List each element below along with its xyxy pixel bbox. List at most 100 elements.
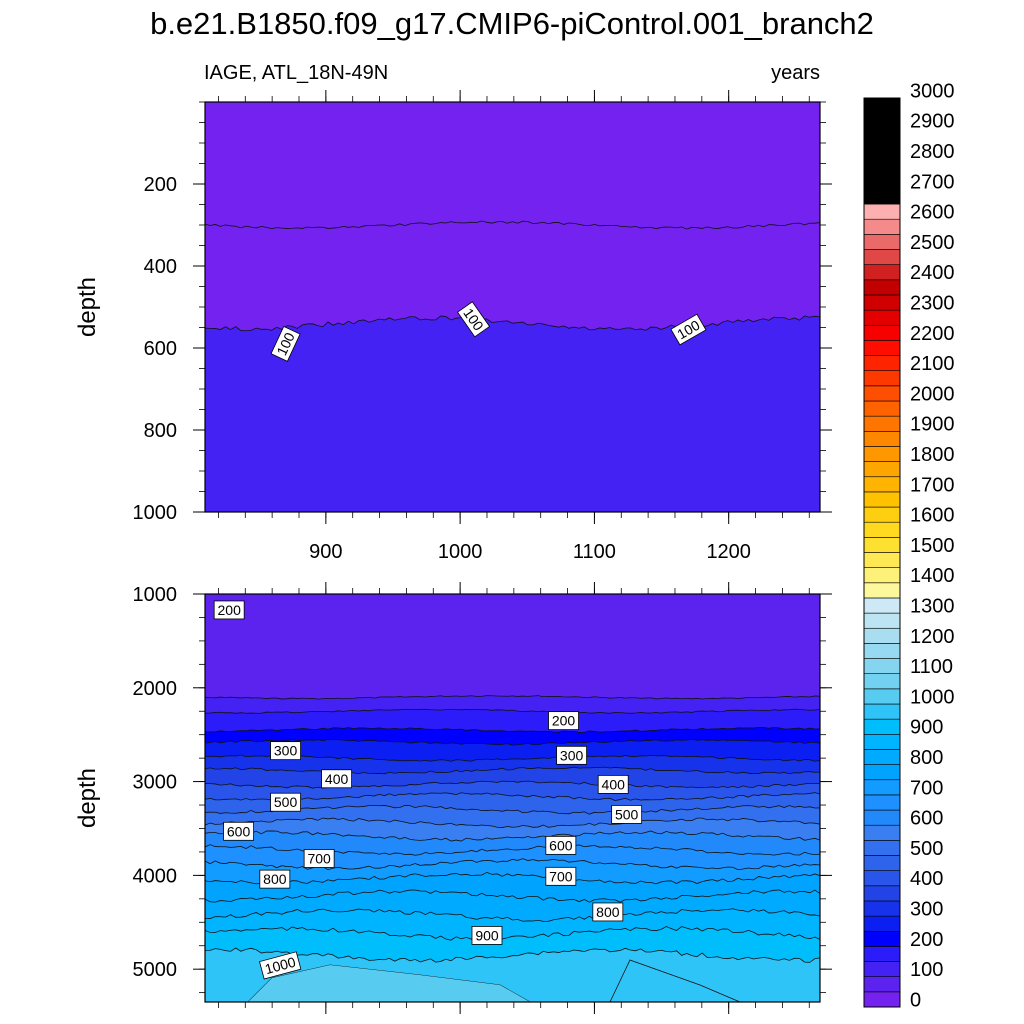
colorbar-segment [863, 415, 901, 432]
colorbar-label: 400 [910, 868, 943, 890]
colorbar-segment [863, 370, 901, 387]
contour-band [205, 805, 820, 828]
variable-label: IAGE, ATL_18N-49N [204, 62, 389, 84]
contour-line-100 [204, 695, 821, 700]
contour-label-box [611, 805, 643, 824]
colorbar-segment [863, 961, 901, 977]
y-tick-label: 800 [144, 420, 177, 442]
colorbar-segment [863, 597, 901, 614]
contour-label-box [592, 902, 624, 922]
colorbar-label: 2800 [910, 141, 955, 163]
contour-label-box [321, 769, 352, 789]
contour-band [205, 926, 820, 963]
colorbar-segment [863, 476, 901, 493]
y-tick-label: 1000 [133, 502, 178, 524]
colorbar-segment [863, 794, 901, 811]
y-tick-label: 4000 [133, 865, 178, 887]
contour-band [205, 872, 820, 903]
x-tick-label: 1200 [706, 541, 751, 563]
colorbar-segment [863, 188, 901, 205]
contour-label-text: 300 [560, 747, 584, 763]
colorbar-label: 2600 [910, 202, 955, 224]
colorbar-label: 1200 [910, 626, 955, 648]
contour-label: 500 [611, 805, 643, 824]
contour-label-box [545, 866, 577, 886]
contour-band [205, 709, 820, 733]
colorbar-segment [863, 855, 901, 871]
contour-line-400 [204, 780, 821, 789]
contour-label: 700 [303, 849, 335, 868]
colorbar-segment [863, 112, 901, 129]
contour-label: 200 [213, 600, 245, 620]
contour-label-box [259, 951, 302, 980]
contour-label-text: 600 [549, 837, 573, 853]
contour-line-900 [204, 926, 821, 941]
contour-label: 900 [471, 926, 503, 945]
contour-label-box [548, 711, 579, 731]
contour-band [205, 220, 820, 331]
contour-band [205, 818, 820, 842]
colorbar-label: 700 [910, 777, 943, 799]
colorbar-segment [863, 158, 901, 175]
contour-label-text: 600 [227, 823, 251, 839]
colorbar-segment [863, 809, 901, 826]
contour-label: 500 [270, 792, 301, 812]
contour-label-text: 700 [549, 868, 573, 884]
contour-band [205, 781, 820, 801]
colorbar-label: 2700 [910, 171, 955, 193]
contour-band [205, 739, 820, 762]
colorbar-segment [863, 400, 901, 417]
contour-band [205, 767, 820, 789]
contour-line-600 [204, 830, 821, 842]
contour-band [205, 844, 820, 870]
colorbar-segment [863, 97, 901, 114]
contour-label-box [223, 821, 254, 841]
contour-line-300 [204, 754, 821, 762]
contour-label-box [270, 792, 301, 812]
colorbar-segment [863, 537, 901, 553]
colorbar-label: 2000 [910, 383, 955, 405]
colorbar-segment [863, 976, 901, 993]
contour-label: 400 [321, 769, 352, 789]
contour-label: 1000 [259, 951, 302, 980]
colorbar-label: 900 [910, 717, 943, 739]
contour-band [205, 908, 820, 941]
colorbar-segment [863, 779, 901, 796]
colorbar-label: 500 [910, 838, 943, 860]
contour-label: 700 [545, 866, 577, 886]
colorbar-segment [863, 218, 901, 235]
colorbar-segment [863, 506, 901, 523]
y-axis-title: depth [74, 768, 101, 828]
contour-label: 200 [548, 711, 579, 731]
y-tick-label: 3000 [133, 772, 178, 794]
colorbar-segment [863, 203, 901, 220]
contour-label-box [303, 849, 335, 868]
contour-label-text: 400 [325, 771, 349, 787]
y-tick-label: 400 [144, 256, 177, 278]
contour-label: 800 [592, 902, 624, 922]
colorbar-label: 1300 [910, 596, 955, 618]
contour-label-box [545, 835, 577, 855]
plot-frame [204, 593, 821, 1003]
colorbar-label: 2500 [910, 232, 955, 254]
y-tick-label: 600 [144, 338, 177, 360]
contour-label-box [670, 313, 707, 346]
chart-title: b.e21.B1850.f09_g17.CMIP6-piControl.001_… [150, 6, 874, 41]
colorbar-label: 600 [910, 808, 943, 830]
colorbar-label: 1100 [910, 656, 953, 678]
contour-label-text: 500 [615, 806, 639, 822]
contour-line-950 [204, 947, 821, 963]
colorbar-segment [863, 733, 901, 750]
colorbar-segment [863, 279, 901, 296]
colorbar-segment [863, 688, 901, 705]
contour-label: 300 [270, 741, 301, 761]
colorbar-label: 1800 [910, 444, 955, 466]
colorbar-segment [863, 355, 901, 371]
colorbar-segment [863, 491, 901, 508]
colorbar-segment [863, 234, 901, 250]
y-tick-label: 5000 [133, 959, 178, 981]
y-tick-label: 1000 [133, 584, 178, 606]
contour-band [205, 102, 820, 230]
colorbar-segment [863, 143, 901, 159]
